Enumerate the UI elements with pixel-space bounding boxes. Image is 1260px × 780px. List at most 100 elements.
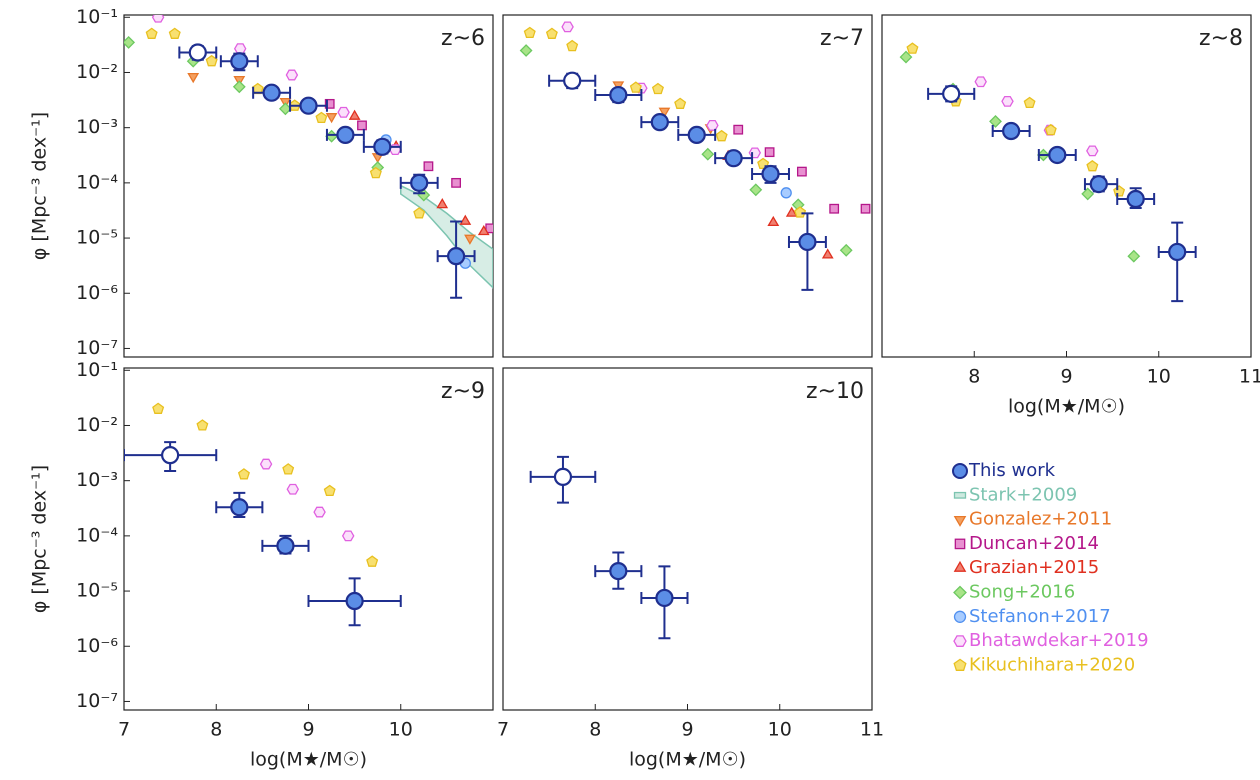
legend-label: Kikuchihara+2020 bbox=[969, 654, 1135, 675]
data-point bbox=[237, 468, 250, 480]
y-tick-label: 10⁻⁷ bbox=[76, 337, 118, 359]
data-point bbox=[701, 147, 715, 161]
y-tick-label: 10⁻⁴ bbox=[76, 524, 118, 546]
x-axis-label: log(M★/M☉) bbox=[250, 749, 367, 771]
data-point bbox=[325, 113, 338, 124]
legend-marker bbox=[953, 635, 967, 647]
data-point bbox=[989, 114, 1002, 128]
y-axis-label: φ [Mpc⁻³ dex⁻¹] bbox=[29, 112, 51, 260]
legend-label: This work bbox=[968, 460, 1056, 481]
x-tick-label: 7 bbox=[497, 719, 509, 741]
data-point bbox=[724, 149, 743, 168]
data-point bbox=[413, 207, 426, 219]
y-tick-label: 10⁻¹ bbox=[76, 359, 118, 381]
legend-marker bbox=[953, 658, 967, 671]
data-point bbox=[715, 129, 728, 142]
x-tick-label: 7 bbox=[118, 719, 130, 741]
data-point bbox=[748, 147, 762, 159]
data-point bbox=[553, 467, 573, 487]
data-point bbox=[767, 215, 780, 227]
data-point bbox=[655, 588, 674, 608]
data-point bbox=[764, 147, 775, 158]
data-point bbox=[1044, 123, 1057, 136]
data-point bbox=[821, 248, 834, 259]
legend-marker bbox=[953, 515, 967, 527]
panel-plot bbox=[519, 21, 871, 291]
data-point bbox=[188, 43, 207, 62]
data-point bbox=[1127, 249, 1141, 263]
data-point bbox=[519, 44, 533, 57]
panel-frame bbox=[502, 14, 873, 358]
data-point bbox=[794, 206, 807, 218]
data-point bbox=[906, 42, 919, 54]
data-point bbox=[323, 484, 336, 497]
x-tick-label: 10 bbox=[389, 719, 413, 741]
data-point bbox=[436, 197, 449, 209]
data-point bbox=[687, 125, 706, 144]
x-axis-label: log(M★/M☉) bbox=[629, 749, 746, 771]
data-point bbox=[1126, 189, 1145, 209]
y-tick-label: 10⁻⁵ bbox=[76, 580, 118, 602]
data-point bbox=[485, 223, 493, 234]
panel-title: z~10 bbox=[806, 379, 864, 404]
data-point bbox=[780, 187, 792, 199]
data-point bbox=[276, 536, 295, 555]
panel-plot bbox=[529, 455, 689, 640]
panel-title: z~8 bbox=[1199, 26, 1243, 51]
data-point bbox=[341, 530, 355, 542]
legend-label: Duncan+2014 bbox=[969, 533, 1099, 554]
data-point bbox=[798, 232, 817, 252]
data-point bbox=[357, 120, 367, 131]
x-tick-label: 9 bbox=[302, 719, 314, 741]
data-point bbox=[145, 27, 158, 39]
data-point bbox=[860, 203, 871, 214]
y-tick-label: 10⁻³ bbox=[76, 116, 118, 138]
x-tick-label: 9 bbox=[1060, 366, 1072, 388]
data-point bbox=[447, 247, 466, 266]
data-point bbox=[1089, 174, 1108, 194]
legend-marker bbox=[953, 610, 967, 623]
data-point bbox=[1081, 187, 1095, 201]
data-point bbox=[285, 69, 299, 81]
data-point bbox=[315, 111, 328, 124]
x-tick-label: 8 bbox=[589, 719, 601, 741]
data-point bbox=[345, 591, 364, 611]
data-point bbox=[168, 27, 181, 39]
y-tick-label: 10⁻² bbox=[76, 414, 118, 436]
data-point bbox=[785, 206, 798, 217]
data-point bbox=[674, 97, 687, 109]
y-tick-label: 10⁻¹ bbox=[76, 6, 118, 28]
y-tick-label: 10⁻² bbox=[76, 61, 118, 83]
data-point bbox=[299, 96, 318, 115]
data-point bbox=[337, 106, 350, 118]
data-point bbox=[124, 35, 136, 49]
data-point bbox=[899, 50, 913, 64]
data-point bbox=[161, 446, 180, 465]
data-point bbox=[650, 113, 669, 132]
legend-marker bbox=[952, 463, 968, 479]
data-point bbox=[410, 173, 429, 192]
data-point bbox=[1001, 95, 1014, 107]
x-tick-label: 10 bbox=[1147, 366, 1171, 388]
y-tick-label: 10⁻⁷ bbox=[76, 690, 118, 712]
data-point bbox=[658, 107, 671, 118]
data-point bbox=[366, 555, 379, 567]
data-point bbox=[761, 164, 780, 184]
data-point bbox=[205, 54, 218, 67]
legend-label: Gonzalez+2011 bbox=[969, 509, 1112, 530]
legend-label: Stefanon+2017 bbox=[969, 606, 1111, 627]
data-point bbox=[187, 72, 200, 84]
data-point bbox=[373, 137, 392, 156]
data-point bbox=[1023, 96, 1036, 109]
x-tick-label: 9 bbox=[681, 719, 693, 741]
data-point bbox=[232, 80, 246, 94]
data-point bbox=[651, 82, 664, 95]
panel-title: z~9 bbox=[441, 379, 485, 404]
panel-title: z~7 bbox=[820, 26, 864, 51]
data-point bbox=[1086, 159, 1099, 172]
data-point bbox=[230, 498, 249, 517]
data-point bbox=[545, 27, 558, 39]
x-tick-label: 11 bbox=[1239, 366, 1260, 388]
legend-marker bbox=[953, 491, 967, 499]
